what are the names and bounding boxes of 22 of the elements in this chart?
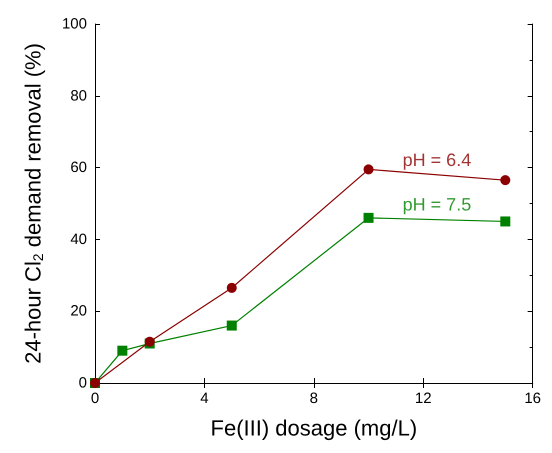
y-tick-label: 60 <box>70 159 87 176</box>
y-tick-label: 40 <box>70 230 87 248</box>
point <box>226 320 237 331</box>
y-tick-label: 20 <box>70 302 87 320</box>
point <box>500 216 510 226</box>
series-label: pH = 6.4 <box>402 150 472 170</box>
y-tick-label: 80 <box>70 87 87 104</box>
y-axis-title: 24-hour Cl2 demand removal (%) <box>20 43 46 364</box>
x-tick-label: 4 <box>200 390 209 407</box>
x-tick-label: 0 <box>90 390 100 407</box>
point <box>364 164 374 174</box>
x-tick-label: 8 <box>310 390 318 407</box>
point <box>500 175 510 186</box>
series-label: pH = 7.5 <box>402 194 472 215</box>
x-axis-title: Fe(III) dosage (mg/L) <box>210 416 418 440</box>
x-tick-label: 16 <box>524 390 541 407</box>
y-tick-label: 100 <box>62 16 87 32</box>
y-tick-label: 0 <box>78 374 87 392</box>
x-tick-label: 12 <box>414 390 432 407</box>
point <box>364 212 374 223</box>
point <box>226 282 237 293</box>
point <box>117 346 128 356</box>
